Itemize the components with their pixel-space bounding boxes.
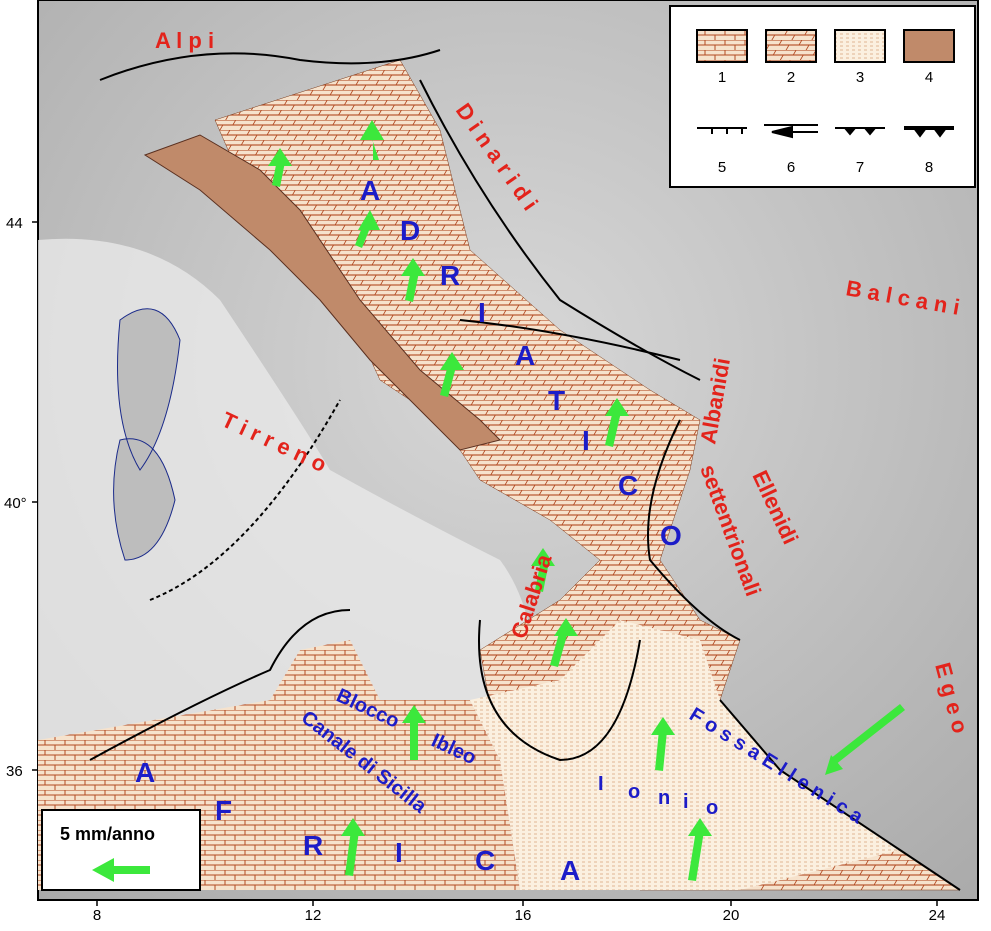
arrow xyxy=(605,398,629,447)
x-tick-label: 20 xyxy=(723,907,740,924)
arrow xyxy=(360,120,384,160)
legend: 1 2 3 4 5 6 7 8 xyxy=(669,5,976,188)
legend-swatch xyxy=(903,29,955,63)
arrow xyxy=(825,704,905,775)
legend-swatch xyxy=(834,29,886,63)
legend-label: 5 xyxy=(718,159,726,176)
x-tick-label: 8 xyxy=(93,907,101,924)
scale-frame xyxy=(41,809,201,891)
legend-label: 3 xyxy=(856,69,864,86)
legend-swatch xyxy=(696,29,748,63)
arrow xyxy=(341,818,365,876)
legend-label: 1 xyxy=(718,69,726,86)
x-tick-label: 16 xyxy=(515,907,532,924)
arrow xyxy=(268,148,292,187)
legend-label: 6 xyxy=(787,159,795,176)
velocity-arrows xyxy=(268,120,905,881)
legend-label: 8 xyxy=(925,159,933,176)
legend-label: 2 xyxy=(787,69,795,86)
legend-label: 7 xyxy=(856,159,864,176)
x-tick-label: 24 xyxy=(929,907,946,924)
legend-swatch xyxy=(765,29,817,63)
scale-label: 5 mm/anno xyxy=(60,824,155,844)
islands xyxy=(113,308,181,561)
arrow xyxy=(355,210,380,248)
y-tick-label: 40° xyxy=(4,495,27,512)
faults xyxy=(89,49,961,891)
y-tick-label: 36 xyxy=(6,763,23,780)
arrow xyxy=(440,352,464,397)
arrow xyxy=(651,717,675,771)
arrow xyxy=(401,258,425,302)
y-tick-label: 44 xyxy=(6,215,23,232)
arrow xyxy=(531,548,555,592)
arrow xyxy=(550,618,578,667)
legend-symbols xyxy=(697,124,954,139)
arrow xyxy=(688,818,712,881)
axes: 8 12 16 20 24 44 40° 36 xyxy=(4,215,945,924)
scale-arrow xyxy=(92,858,150,882)
label-alpi: A l p i xyxy=(155,28,214,53)
tick-marks xyxy=(32,221,938,906)
scale-box: 5 mm/anno xyxy=(41,809,201,891)
arrow xyxy=(402,705,426,760)
legend-label: 4 xyxy=(925,69,933,86)
x-tick-label: 12 xyxy=(305,907,322,924)
ionian-basin xyxy=(470,620,900,890)
